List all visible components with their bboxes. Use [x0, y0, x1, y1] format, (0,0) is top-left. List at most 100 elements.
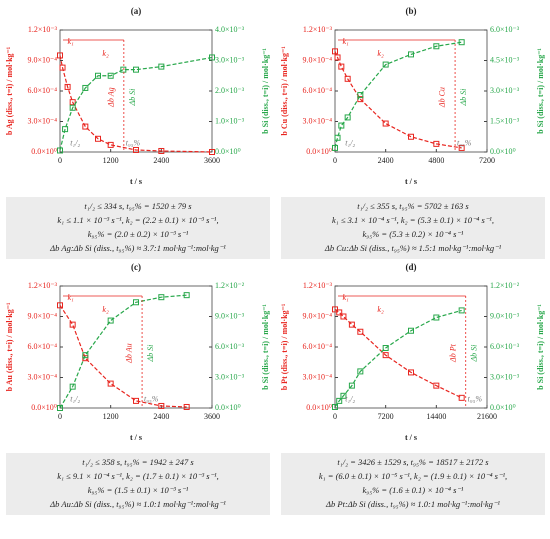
caption-box	[281, 453, 545, 515]
data-point	[107, 317, 114, 324]
y-tick-label: 1.2×10⁻³	[303, 25, 333, 34]
data-point	[433, 43, 440, 50]
data-point	[382, 120, 389, 127]
caption-line: k₉₅% = (1.5 ± 0.1) × 10⁻³ s⁻¹	[88, 485, 189, 495]
y2-tick-label: 3.0×10⁻³	[490, 372, 520, 381]
caption-line: t₁/₂ ≤ 334 s, t₉₅% = 1520 ± 79 s	[84, 201, 192, 211]
x-tick-label: 3600	[204, 156, 220, 165]
y2-tick-label: 3.0×10⁻³	[490, 86, 520, 95]
y2-tick-label: 4.5×10⁻³	[490, 55, 520, 64]
x-tick-label: 3600	[204, 412, 220, 421]
data-point	[133, 66, 139, 73]
data-point	[382, 345, 389, 352]
y2-tick-label: 0.0×10⁰	[215, 403, 241, 412]
annotation: t₁/₂	[70, 138, 80, 147]
data-point	[334, 134, 341, 141]
x-tick-label: 7200	[378, 412, 394, 421]
annotation: k₁	[342, 37, 349, 46]
annotation: k₂	[377, 49, 384, 58]
y2-tick-label: 0.0×10⁰	[490, 403, 516, 412]
data-point	[357, 328, 364, 335]
y-tick-label: 3.0×10⁻⁴	[27, 372, 57, 381]
data-point	[334, 54, 341, 61]
data-point	[158, 402, 165, 409]
data-point	[332, 306, 338, 313]
y-tick-label: 9.0×10⁻⁴	[302, 311, 332, 320]
data-point	[336, 397, 343, 404]
y2-tick-label: 0.0×10⁰	[490, 147, 516, 156]
annotation: Δb Si	[459, 89, 468, 107]
series-line	[334, 309, 462, 408]
annotation: t₉₅%	[144, 394, 159, 403]
y2-tick-label: 3.0×10⁻³	[215, 372, 245, 381]
caption-box	[6, 197, 270, 259]
data-point	[458, 307, 465, 314]
data-point	[458, 39, 465, 46]
caption-line: k₉₅% = (5.3 ± 0.2) × 10⁻⁴ s⁻¹	[363, 229, 464, 239]
annotation: t₁/₂	[345, 394, 355, 403]
caption-line: k₁ ≤ 1.1 × 10⁻³ s⁻¹, k₂ = (2.2 ± 0.1) × …	[57, 215, 218, 225]
data-point	[62, 126, 69, 133]
x-tick-label: 0	[333, 412, 337, 421]
series-line	[334, 51, 462, 149]
x-tick-label: 0	[58, 156, 62, 165]
series-line	[334, 41, 462, 149]
panel-title: (b)	[406, 6, 417, 16]
data-point	[340, 313, 347, 320]
series-line	[59, 56, 213, 151]
data-point	[408, 327, 414, 334]
caption-line: t₁/₂ ≤ 358 s, t₉₅% = 1942 ± 247 s	[82, 457, 194, 467]
annotation: t₁/₂	[70, 394, 80, 403]
data-point	[357, 368, 364, 375]
caption-box	[6, 453, 270, 515]
x-axis-label: t / s	[130, 433, 142, 442]
data-point	[69, 383, 76, 390]
data-point	[336, 309, 343, 316]
y-tick-label: 3.0×10⁻⁴	[302, 372, 332, 381]
data-point	[433, 140, 440, 147]
data-point	[408, 51, 414, 58]
y2-tick-label: 1.2×10⁻²	[215, 281, 245, 290]
y-tick-label: 1.2×10⁻³	[303, 281, 333, 290]
data-point	[338, 63, 345, 70]
caption-line: Δb Ag:Δb Si (diss., t₉₅%) ≈ 3.7:1 mol·kg…	[49, 243, 226, 253]
caption-box	[281, 197, 545, 259]
annotation: k₂	[377, 305, 384, 314]
y-tick-label: 0.0×10⁰	[306, 403, 332, 412]
data-point	[95, 72, 101, 79]
y2-tick-label: 9.0×10⁻³	[490, 311, 520, 320]
panel-title: (c)	[131, 262, 141, 272]
annotation: k₂	[102, 305, 109, 314]
y-tick-label: 3.0×10⁻⁴	[302, 116, 332, 125]
data-point	[332, 144, 338, 151]
y-tick-label: 9.0×10⁻⁴	[27, 311, 57, 320]
y-tick-label: 6.0×10⁻⁴	[27, 86, 57, 95]
data-point	[408, 133, 414, 140]
data-point	[69, 99, 76, 106]
y-tick-label: 1.2×10⁻³	[28, 281, 58, 290]
data-point	[332, 403, 338, 410]
panel-title: (a)	[131, 6, 142, 16]
data-point	[357, 92, 364, 99]
data-point	[133, 299, 139, 306]
data-point	[82, 355, 89, 362]
x-tick-label: 0	[333, 156, 337, 165]
y-tick-label: 1.2×10⁻³	[28, 25, 58, 34]
annotation: k₁	[67, 37, 74, 46]
data-point	[344, 75, 351, 82]
x-axis-label: t / s	[405, 433, 417, 442]
data-point	[158, 147, 165, 154]
annotation: t₁/₂	[345, 138, 355, 147]
data-point	[209, 54, 215, 61]
x-tick-label: 2400	[153, 156, 169, 165]
y-tick-label: 6.0×10⁻⁴	[27, 342, 57, 351]
y2-axis-label: b Si (diss., t=i) / mol·kg⁻¹	[261, 304, 270, 390]
y-tick-label: 6.0×10⁻⁴	[302, 342, 332, 351]
annotation: Δb Ag	[107, 87, 116, 107]
y-axis-label: b Pt (diss., t=i) / mol·kg⁻¹	[280, 303, 289, 390]
y-axis-label: b Au (diss., t=i) / mol·kg⁻¹	[5, 302, 14, 391]
y2-tick-label: 1.5×10⁻³	[490, 116, 520, 125]
x-tick-label: 2400	[378, 156, 394, 165]
data-point	[133, 397, 139, 404]
